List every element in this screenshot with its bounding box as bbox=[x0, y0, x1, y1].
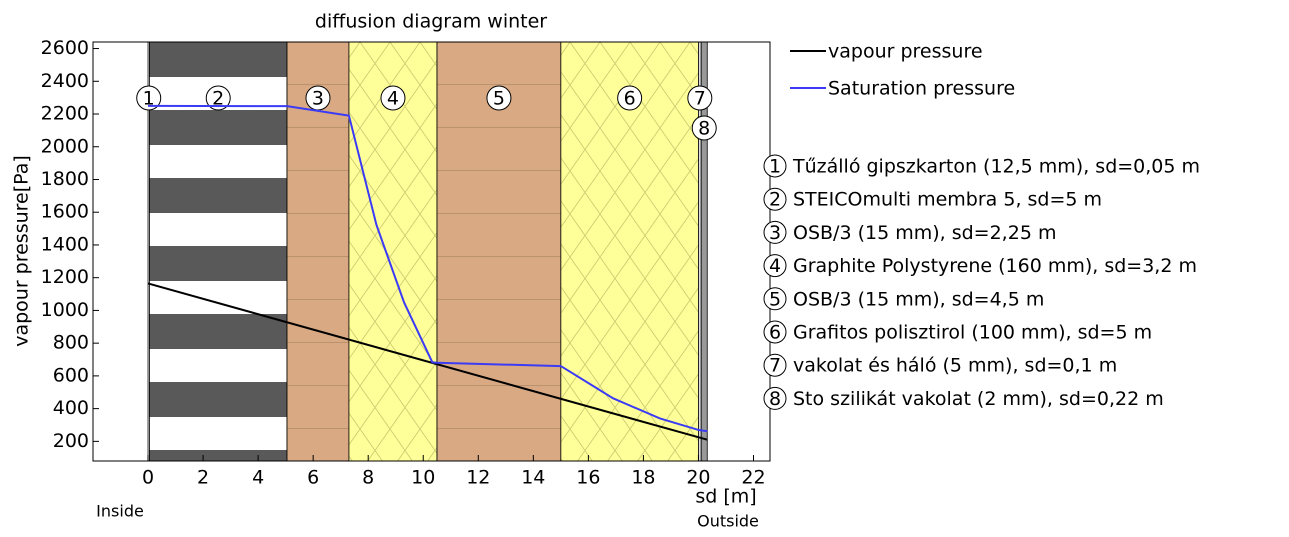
legend-number-circle bbox=[763, 386, 787, 410]
legend-layer-name: Grafitos polisztirol (100 mm), sd=5 m bbox=[793, 322, 1152, 344]
plot-frame bbox=[92, 41, 771, 462]
x-tick-label: 22 bbox=[741, 467, 765, 489]
legend-number-circle bbox=[763, 220, 787, 244]
x-tick-label: 16 bbox=[576, 467, 600, 489]
layer-number: 7 bbox=[694, 88, 706, 110]
marks: 1 2 3 4 5 6 7 8 bbox=[136, 85, 717, 441]
legend-number: 6 bbox=[769, 322, 781, 344]
x-tick-label: 12 bbox=[466, 467, 490, 489]
y-tick-label: 1600 bbox=[41, 201, 89, 223]
y-tick-label: 2600 bbox=[41, 37, 89, 59]
legend-layer-name: OSB/3 (15 mm), sd=4,5 m bbox=[793, 288, 1044, 310]
x-tick-label: 4 bbox=[252, 467, 264, 489]
x-tick-label: 0 bbox=[142, 467, 154, 489]
layer-number-circle bbox=[486, 85, 512, 111]
y-tick-label: 400 bbox=[53, 397, 89, 419]
y-tick-label: 2400 bbox=[41, 70, 89, 92]
y-tick-label: 1200 bbox=[41, 266, 89, 288]
legend-number: 4 bbox=[769, 255, 781, 277]
x-tick-label: 10 bbox=[411, 467, 435, 489]
legend-number: 2 bbox=[769, 189, 781, 211]
legend-layer-name: Tűzálló gipszkarton (12,5 mm), sd=0,05 m bbox=[792, 156, 1200, 178]
y-tick-label: 1800 bbox=[41, 168, 89, 190]
y-tick-label: 600 bbox=[53, 364, 89, 386]
layer-number: 5 bbox=[493, 88, 505, 110]
legend-number-circle bbox=[763, 254, 787, 278]
series-line bbox=[148, 104, 708, 433]
layer-number: 2 bbox=[212, 88, 224, 110]
x-tick-label: 20 bbox=[686, 467, 710, 489]
legend-number: 8 bbox=[769, 388, 781, 410]
layer-number-circle bbox=[687, 85, 713, 111]
y-tick-label: 200 bbox=[53, 430, 89, 452]
layer bbox=[436, 41, 562, 462]
legend-layer-name: vakolat és háló (5 mm), sd=0,1 m bbox=[793, 355, 1117, 377]
y-tick-label: 1400 bbox=[41, 233, 89, 255]
legend-layer-name: OSB/3 (15 mm), sd=2,25 m bbox=[793, 222, 1056, 244]
chart-title: diffusion diagram winter bbox=[315, 11, 547, 33]
layer-number: 4 bbox=[387, 88, 399, 110]
legend-number-circle bbox=[763, 320, 787, 344]
x-tick-label: 6 bbox=[307, 467, 319, 489]
inside-label: Inside bbox=[96, 502, 144, 521]
layer-number-circle bbox=[205, 85, 231, 111]
layer-number-circle bbox=[691, 115, 717, 141]
layer-number: 6 bbox=[624, 88, 636, 110]
x-axis-label: sd [m] bbox=[695, 486, 756, 508]
y-axis-label: vapour pressure[Pa] bbox=[11, 155, 33, 347]
layer-number-circle bbox=[136, 85, 162, 111]
x-tick-label: 18 bbox=[631, 467, 655, 489]
legend-number: 3 bbox=[769, 222, 781, 244]
legend-layer-name: STEICOmulti membra 5, sd=5 m bbox=[793, 189, 1102, 211]
x-tick-label: 8 bbox=[362, 467, 374, 489]
legend-number: 1 bbox=[769, 156, 781, 178]
legend: vapour pressure Saturation pressure 1 Tűzál… bbox=[763, 41, 1200, 410]
legend-label: vapour pressure bbox=[828, 41, 983, 63]
legend-number-circle bbox=[763, 187, 787, 211]
outside-label: Outside bbox=[697, 512, 759, 531]
x-tick-label: 14 bbox=[521, 467, 545, 489]
y-tick-label: 2200 bbox=[41, 103, 89, 125]
axes: 0 2 4 6 8 10 12 14 16 18 20 22200400600800100012001… bbox=[41, 37, 766, 488]
layer-number-circle bbox=[380, 85, 406, 111]
legend-number-circle bbox=[763, 287, 787, 311]
legend-layer-name: Graphite Polystyrene (160 mm), sd=3,2 m bbox=[793, 255, 1197, 277]
layer-number-circle bbox=[617, 85, 643, 111]
layer-number: 1 bbox=[143, 88, 155, 110]
legend-number-circle bbox=[763, 353, 787, 377]
y-tick-label: 1000 bbox=[41, 299, 89, 321]
legend-number: 5 bbox=[769, 288, 781, 310]
legend-label: Saturation pressure bbox=[828, 78, 1015, 100]
legend-layer-name: Sto szilikát vakolat (2 mm), sd=0,22 m bbox=[793, 388, 1164, 410]
y-tick-label: 2000 bbox=[41, 135, 89, 157]
legend-number-circle bbox=[763, 154, 787, 178]
x-tick-label: 2 bbox=[197, 467, 209, 489]
layer-number: 8 bbox=[698, 118, 710, 140]
legend-number: 7 bbox=[769, 355, 781, 377]
series-line bbox=[147, 282, 708, 441]
layer-number: 3 bbox=[312, 88, 324, 110]
y-tick-label: 800 bbox=[53, 332, 89, 354]
